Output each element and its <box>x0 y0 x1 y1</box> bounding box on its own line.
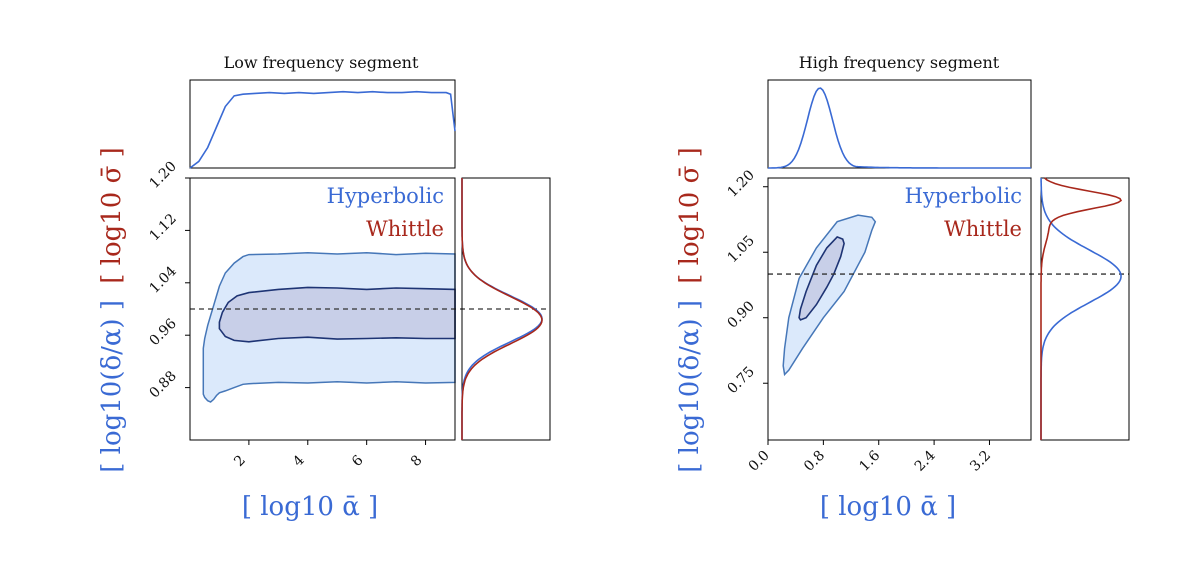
high-x-tick-label: 0.8 <box>801 448 828 475</box>
low-right-marginal-whittle-curve <box>461 178 543 440</box>
high-right-marginal-whittle-curve <box>1040 177 1123 440</box>
low-y-tick-label: 1.20 <box>146 158 179 191</box>
low-right-marginal-frame <box>461 177 551 441</box>
high-right-marginal-frame <box>1040 177 1130 441</box>
high-outer-contour <box>782 214 877 377</box>
high-x-tick-label: 1.6 <box>856 448 883 475</box>
high-joint-frame <box>767 177 1032 441</box>
svg-text:[ log10(δ/α) ] [ log10: [ log10(δ/α) ] [ log10 σ̄ ] <box>675 147 705 473</box>
high-right-marginal-hyperbolic-curve <box>1040 178 1122 440</box>
low-y-tick-label: 0.88 <box>146 368 179 401</box>
high-frequency-title: High frequency segment <box>799 53 1000 72</box>
low-x-axis-label: [ log10 ᾱ ] <box>242 492 378 522</box>
high-y-tick-label: 1.20 <box>724 167 757 200</box>
low-joint-frame <box>189 177 456 441</box>
high-y-axis-label-blue: [ log10(δ/α) ] <box>675 300 705 473</box>
high-y-axis-label: [ log10(δ/α) ] [ log10 σ̄ ] <box>675 147 705 473</box>
high-y-tick-label: 0.75 <box>724 364 757 397</box>
low-top-marginal-hyperbolic-curve <box>189 90 456 169</box>
high-legend-hyperbolic: Hyperbolic <box>905 184 1022 208</box>
high-x-tick-label: 3.2 <box>967 448 994 475</box>
low-y-tick-label: 1.04 <box>146 263 179 296</box>
high-y-tick-label: 0.90 <box>724 298 757 331</box>
low-top-marginal <box>189 79 456 169</box>
low-x-tick-label: 6 <box>349 452 367 470</box>
low-frequency-title: Low frequency segment <box>224 53 419 72</box>
high-y-axis-label-red: [ log10 σ̄ ] <box>675 147 705 284</box>
high-y-tick-label: 1.05 <box>724 233 757 266</box>
low-y-axis-label: [ log10(δ/α) ] [ log10 σ̄ ] <box>97 147 127 473</box>
low-x-tick-label: 8 <box>408 452 426 470</box>
low-legend-whittle: Whittle <box>366 217 444 241</box>
high-x-tick-label: 2.4 <box>912 448 939 475</box>
high-x-tick-label: 0.0 <box>746 448 773 475</box>
low-right-marginal <box>461 177 551 441</box>
high-top-marginal-hyperbolic-curve <box>768 87 1031 169</box>
high-legend-whittle: Whittle <box>944 217 1022 241</box>
low-inner-contour <box>218 286 456 343</box>
high-inner-contour <box>798 235 845 321</box>
high-right-marginal <box>1040 177 1130 441</box>
low-x-tick-label: 4 <box>290 452 308 470</box>
low-top-marginal-frame <box>189 79 456 169</box>
low-y-axis-label-red: [ log10 σ̄ ] <box>97 147 127 284</box>
low-y-tick-label: 1.12 <box>146 211 179 244</box>
low-joint-plot: 2 4 6 8 0.88 0.96 1.04 1.12 1.20 Hyperbo… <box>146 158 550 470</box>
high-x-axis-label: [ log10 ᾱ ] <box>820 492 956 522</box>
high-joint-plot: 0.0 0.8 1.6 2.4 3.2 0.75 0.90 1.05 1.20 … <box>724 167 1129 475</box>
high-frequency-panel: High frequency segment 0.0 0.8 1.6 2.4 3… <box>675 53 1130 522</box>
svg-text:[ log10(δ/α) ] [ log10: [ log10(δ/α) ] [ log10 σ̄ ] <box>97 147 127 473</box>
low-y-axis-label-blue: [ log10(δ/α) ] <box>97 300 127 473</box>
low-legend-hyperbolic: Hyperbolic <box>327 184 444 208</box>
low-y-tick-label: 0.96 <box>146 316 179 349</box>
high-top-marginal-frame <box>767 79 1032 169</box>
high-top-marginal <box>767 79 1032 169</box>
low-x-tick-label: 2 <box>231 452 249 470</box>
low-frequency-panel: Low frequency segment 2 4 6 8 0.88 0.96 … <box>97 53 551 522</box>
